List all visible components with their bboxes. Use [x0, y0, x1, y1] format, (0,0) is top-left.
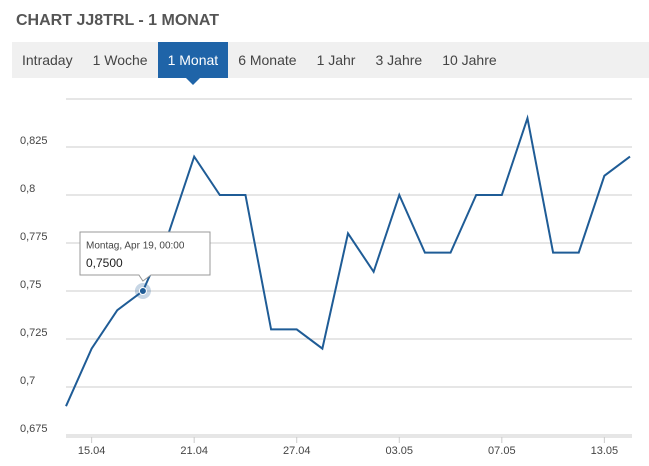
- tooltip: Montag, Apr 19, 00:00 0,7500: [79, 231, 211, 282]
- y-tick-label: 0,825: [20, 135, 48, 147]
- tab[interactable]: 3 Jahre: [375, 52, 423, 68]
- chart-title: CHART JJ8TRL - 1 MONAT: [16, 12, 219, 29]
- x-tick-label: 15.04: [78, 445, 106, 457]
- tooltip-value: 0,7500: [86, 256, 123, 270]
- y-tick-label: 0,8: [20, 183, 35, 195]
- x-tick-label: 27.04: [283, 445, 311, 457]
- tab[interactable]: 1 Jahr: [316, 52, 356, 68]
- tab-bar: Intraday 1 Woche 1 Monat 6 Monate 1 Jahr 3 Ja…: [12, 42, 649, 85]
- tab[interactable]: 1 Woche: [92, 52, 148, 68]
- hover-point: [138, 287, 147, 295]
- y-tick-label: 0,75: [20, 279, 41, 291]
- tab[interactable]: Intraday: [22, 52, 73, 68]
- y-tick-label: 0,775: [20, 231, 48, 243]
- tooltip-title: Montag, Apr 19, 00:00: [86, 241, 185, 252]
- tab[interactable]: 6 Monate: [238, 52, 297, 68]
- y-tick-label: 0,725: [20, 327, 48, 339]
- x-tick-label: 21.04: [180, 445, 208, 457]
- tab[interactable]: 10 Jahre: [442, 52, 497, 68]
- tab[interactable]: 1 Monat: [157, 42, 229, 85]
- tooltip-box: [79, 231, 211, 282]
- y-tick-label: 0,675: [20, 423, 48, 435]
- y-tick-label: 0,7: [20, 375, 35, 387]
- x-tick-label: 07.05: [488, 445, 516, 457]
- x-tick-label: 03.05: [386, 445, 414, 457]
- x-tick-label: 13.05: [591, 445, 619, 457]
